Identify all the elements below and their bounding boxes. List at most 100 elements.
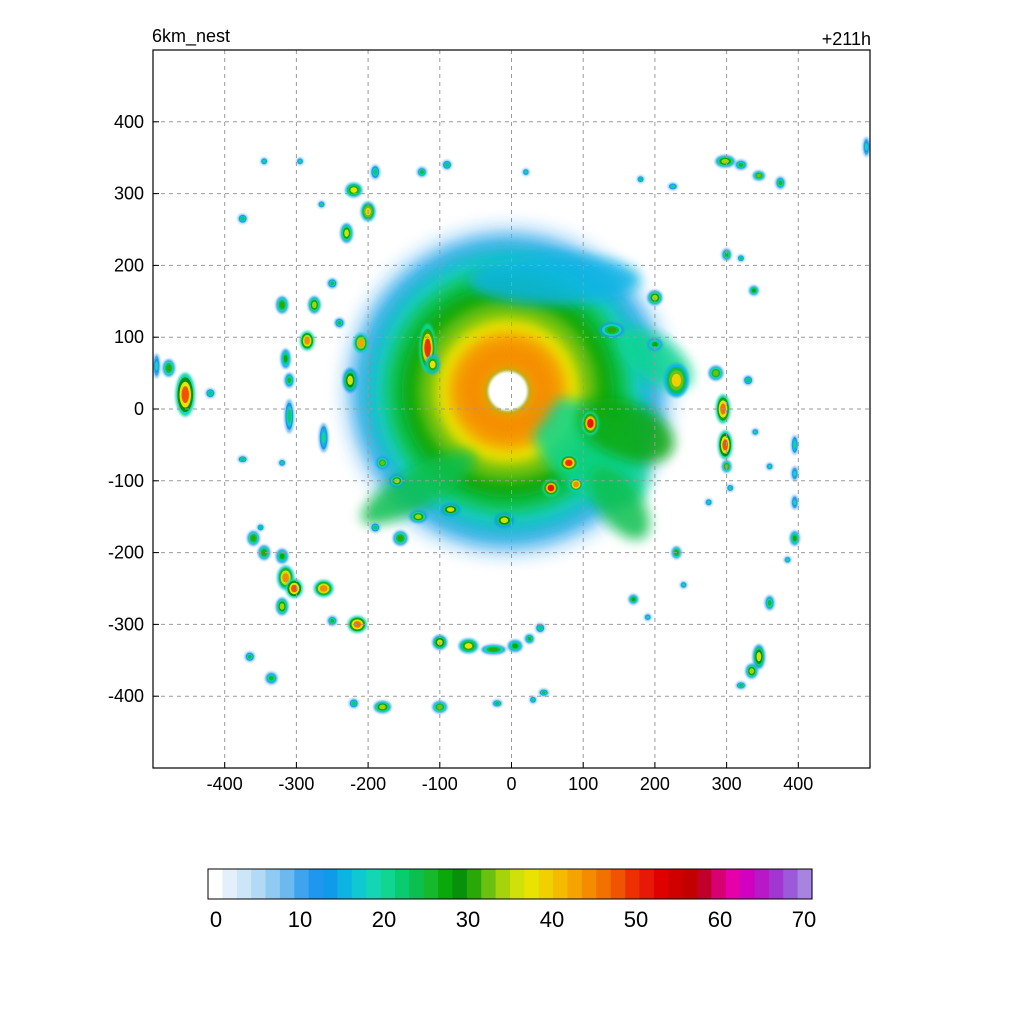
convective-cell [529,696,537,704]
colorbar-tick-label: 0 [210,907,222,932]
convective-cell [278,459,286,467]
colorbar-swatch [236,869,252,899]
rain-band-4 [361,451,476,525]
colorbar-swatch [394,869,410,899]
convective-cell [721,248,732,261]
convective-cell [664,363,689,398]
rain-band-1 [578,397,674,464]
convective-cell [775,176,786,189]
colorbar-swatch [222,869,238,899]
colorbar-swatch [294,869,310,899]
convective-cell [340,223,353,243]
convective-cell [559,454,579,472]
colorbar-tick-label: 20 [372,907,396,932]
convective-cell [376,456,389,469]
colorbar-swatch [279,869,295,899]
convective-cell [636,175,645,183]
x-tick-label: 200 [640,774,670,794]
convective-cell [373,700,391,714]
convective-cell [791,495,799,510]
colorbar-swatch [510,869,525,899]
convective-cell [789,530,800,546]
convective-cell [745,663,758,679]
convective-cell [734,160,748,170]
colorbar [207,868,813,900]
convective-cell [679,581,688,589]
convective-cell [299,331,315,351]
colorbar-swatch [797,869,813,899]
convective-cell [425,354,440,375]
colorbar-swatch [423,869,439,899]
convective-cell [348,698,359,709]
y-tick-label: -300 [108,614,144,634]
convective-cell [334,317,345,328]
reflectivity-field [153,137,870,714]
colorbar-swatch [754,869,770,899]
colorbar-swatch [466,869,482,899]
x-axis: -400 -300 -200 -100 0 100 200 300 400 [207,762,813,794]
colorbar-tick-label: 50 [624,907,648,932]
y-tick-label: 400 [114,112,144,132]
convective-cell [647,338,663,351]
convective-cell [524,633,535,644]
colorbar-swatch [481,869,497,899]
convective-cell [370,522,381,533]
convective-cell [237,213,248,224]
y-tick-label: 300 [114,184,144,204]
convective-cell [522,168,530,176]
convective-cell [751,428,759,436]
convective-cell [492,699,503,708]
convective-cell [260,157,268,165]
convective-cell [599,322,625,338]
colorbar-swatch [783,869,799,899]
colorbar-swatch [567,869,583,899]
convective-cell [644,613,652,621]
convective-cell [494,512,515,528]
colorbar-swatch [438,869,454,899]
convective-cell [737,254,745,262]
forecast-hour: +211h [822,29,871,49]
x-tick-label: 100 [568,774,598,794]
colorbar-swatch [553,869,569,899]
colorbar-swatch [625,869,641,899]
convective-cell [715,155,735,168]
rain-band-5 [468,254,641,305]
colorbar-swatch [740,869,756,899]
x-tick-label: 0 [506,774,516,794]
convective-cell [347,615,368,633]
colorbar-swatch [725,869,741,899]
convective-cell [736,681,746,690]
convective-cell [726,484,734,492]
convective-cell [353,333,369,353]
convective-cell [284,372,295,388]
plot-title: 6km_nest [152,26,230,47]
colorbar-swatch [323,869,339,899]
convective-cell [285,578,303,599]
convective-cell [275,548,289,564]
convective-cell [743,375,753,386]
convective-cell [318,423,329,453]
convective-cell [258,545,271,560]
convective-cell [265,672,278,685]
convective-cell [764,595,775,611]
colorbar-tick-label: 30 [456,907,480,932]
colorbar-swatch [524,869,540,899]
convective-cell [752,644,765,669]
convective-cell [538,688,549,697]
convective-cell [667,182,678,191]
convective-cell [284,399,295,434]
y-tick-label: 100 [114,327,144,347]
colorbar-swatch [251,869,267,899]
convective-cell [442,160,452,170]
y-axis: -400 -300 -200 -100 0 100 200 300 400 [108,112,159,706]
convective-cell [581,411,599,436]
convective-cell [458,638,479,654]
colorbar-swatch [696,869,712,899]
convective-cell [791,466,799,481]
colorbar-swatch [409,869,425,899]
colorbar-swatch [380,869,396,899]
colorbar-swatch [668,869,684,899]
colorbar-swatch [653,869,669,899]
colorbar-swatch [538,869,554,899]
colorbar-swatch [581,869,597,899]
